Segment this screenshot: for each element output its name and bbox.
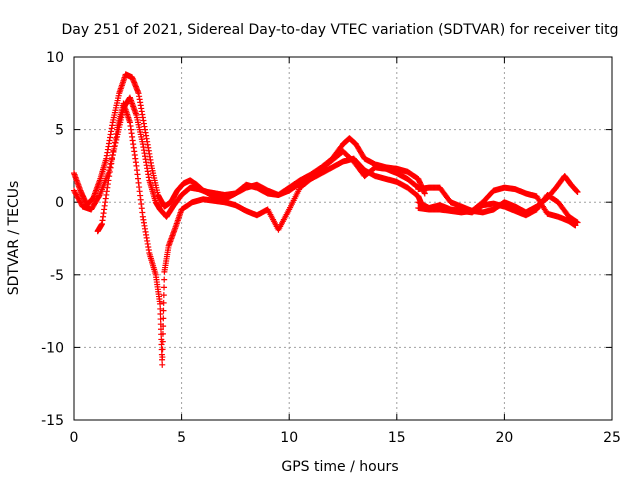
- data-point: [159, 354, 166, 361]
- x-tick-label: 0: [70, 430, 79, 446]
- axis-ticks: 0 5 10 15 20 25 -15 -10 -5 0 5 10: [41, 50, 621, 446]
- x-tick-label: 5: [177, 430, 186, 446]
- data-point: [160, 292, 167, 299]
- data-point: [158, 341, 165, 348]
- y-tick-label: -15: [41, 413, 64, 429]
- y-tick-label: 10: [46, 50, 64, 66]
- data-point: [160, 299, 167, 306]
- data-point: [108, 160, 115, 167]
- data-point: [113, 130, 120, 137]
- data-point: [111, 139, 118, 146]
- data-point: [96, 193, 103, 200]
- data-point: [157, 305, 164, 312]
- data-point: [574, 189, 581, 196]
- data-point: [161, 276, 168, 283]
- data-point: [160, 323, 167, 330]
- data-point: [112, 135, 119, 142]
- plot-frame: [73, 56, 613, 421]
- data-point: [159, 346, 166, 353]
- data-point: [110, 147, 117, 154]
- data-point: [157, 311, 164, 318]
- data-point: [106, 168, 113, 175]
- data-point: [161, 284, 168, 291]
- data-point: [159, 338, 166, 345]
- series-lower-trace: [94, 100, 426, 368]
- grid: [74, 57, 612, 420]
- data-point: [109, 152, 116, 159]
- data-point: [157, 300, 164, 307]
- data-point: [160, 315, 167, 322]
- data-point: [160, 307, 167, 314]
- series-upper-trace: [71, 71, 428, 210]
- data-point: [109, 156, 116, 163]
- y-tick-label: -5: [50, 268, 64, 284]
- x-tick-label: 10: [280, 430, 298, 446]
- data-point: [105, 177, 112, 184]
- data-point: [106, 173, 113, 180]
- data-point: [421, 190, 428, 197]
- series-afternoon-trace-c: [415, 191, 581, 226]
- data-point: [111, 143, 118, 150]
- chart-title: Day 251 of 2021, Sidereal Day-to-day VTE…: [62, 22, 619, 38]
- data-points: [71, 71, 581, 368]
- data-point: [159, 330, 166, 337]
- x-axis-label: GPS time / hours: [281, 459, 398, 475]
- series-middle-trace: [71, 94, 422, 220]
- x-tick-label: 20: [495, 430, 513, 446]
- data-point: [157, 316, 164, 323]
- data-point: [159, 361, 166, 368]
- y-axis-label: SDTVAR / TECUs: [6, 181, 22, 296]
- y-tick-label: 5: [55, 123, 64, 139]
- x-tick-label: 15: [388, 430, 406, 446]
- data-point: [157, 326, 164, 333]
- y-tick-label: 0: [55, 195, 64, 211]
- x-tick-label: 25: [603, 430, 621, 446]
- y-tick-label: -10: [41, 340, 64, 356]
- data-point: [574, 219, 581, 226]
- data-point: [107, 164, 114, 171]
- series-afternoon-trace-b: [415, 173, 581, 216]
